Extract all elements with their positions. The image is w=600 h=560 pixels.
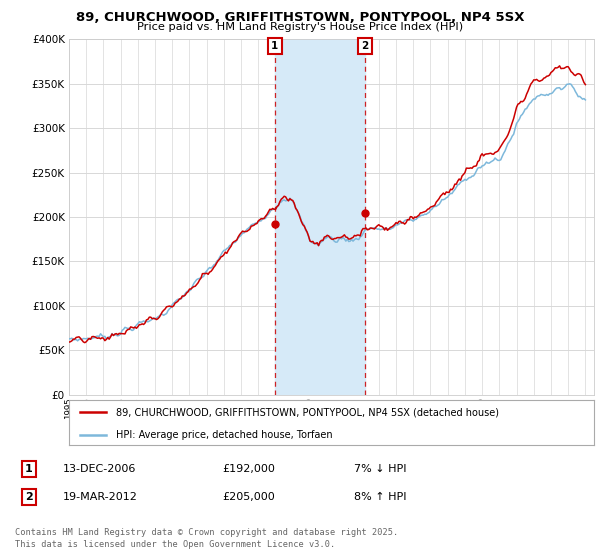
Text: HPI: Average price, detached house, Torfaen: HPI: Average price, detached house, Torf… [116,430,333,440]
Text: £205,000: £205,000 [222,492,275,502]
Text: 8% ↑ HPI: 8% ↑ HPI [354,492,407,502]
Text: 2: 2 [362,41,369,52]
Text: 89, CHURCHWOOD, GRIFFITHSTOWN, PONTYPOOL, NP4 5SX (detached house): 89, CHURCHWOOD, GRIFFITHSTOWN, PONTYPOOL… [116,408,499,418]
Text: 1: 1 [25,464,32,474]
Text: 19-MAR-2012: 19-MAR-2012 [63,492,138,502]
Text: 2: 2 [25,492,32,502]
Text: Price paid vs. HM Land Registry's House Price Index (HPI): Price paid vs. HM Land Registry's House … [137,22,463,32]
Text: 13-DEC-2006: 13-DEC-2006 [63,464,136,474]
Text: Contains HM Land Registry data © Crown copyright and database right 2025.: Contains HM Land Registry data © Crown c… [15,528,398,536]
Text: 1: 1 [271,41,278,52]
Text: £192,000: £192,000 [222,464,275,474]
Text: 7% ↓ HPI: 7% ↓ HPI [354,464,407,474]
Text: 89, CHURCHWOOD, GRIFFITHSTOWN, PONTYPOOL, NP4 5SX: 89, CHURCHWOOD, GRIFFITHSTOWN, PONTYPOOL… [76,11,524,24]
Bar [275,39,365,395]
Text: This data is licensed under the Open Government Licence v3.0.: This data is licensed under the Open Gov… [15,540,335,549]
